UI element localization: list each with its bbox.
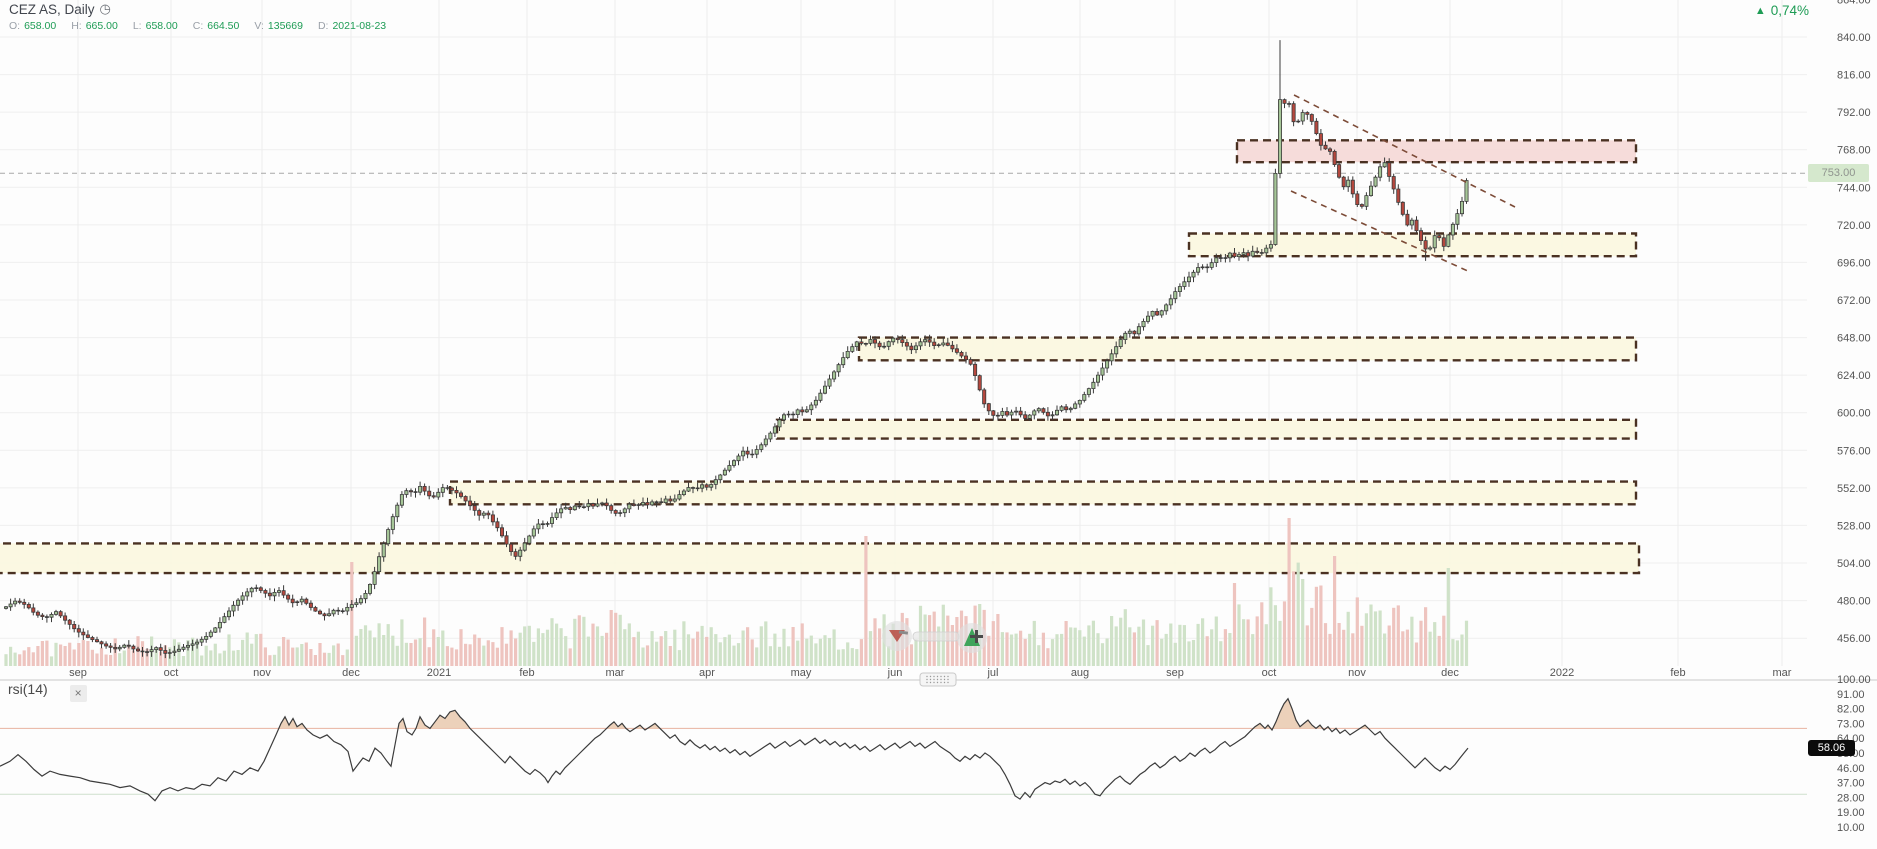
time-axis-scale[interactable]	[0, 666, 1807, 680]
time-tick-label: jul	[986, 667, 998, 679]
close-label: C:	[192, 20, 204, 32]
floating-marker-buttons[interactable]	[882, 621, 987, 653]
rsi-tick-label: 46.00	[1837, 763, 1865, 775]
supply-demand-zones[interactable]	[0, 139, 1641, 575]
price-tick-label: 456.00	[1837, 633, 1871, 645]
price-tick-label: 624.00	[1837, 370, 1871, 382]
rsi-tick-label: 100.00	[1837, 674, 1871, 686]
support-zone-552[interactable]	[448, 480, 1638, 506]
support-zone-700[interactable]	[1187, 232, 1638, 258]
last-price-label: 753.00	[1808, 164, 1869, 182]
time-tick-label: oct	[164, 667, 179, 679]
rsi-line	[0, 697, 1469, 802]
rsi-tick-label: 82.00	[1837, 704, 1865, 716]
rsi-tick-label: 91.00	[1837, 689, 1865, 701]
trendline[interactable]	[1290, 190, 1471, 273]
price-tick-label: 744.00	[1837, 182, 1871, 194]
price-tick-label: 480.00	[1837, 596, 1871, 608]
candlesticks	[4, 40, 1469, 659]
time-tick-label: oct	[1262, 667, 1277, 679]
ohlc-legend: O: 658.00 H: 665.00 L: 658.00 C: 664.50 V: 13…	[9, 20, 386, 32]
date-value: 2021-08-23	[332, 20, 387, 32]
volume-label: V:	[254, 20, 264, 32]
volume-bars	[4, 518, 1469, 666]
rsi-panel[interactable]: 100.0091.0082.0073.0064.0055.0046.0037.0…	[0, 674, 1871, 844]
high-label: H:	[71, 20, 82, 32]
change-percent: 0,74%	[1770, 3, 1809, 18]
price-tick-label: 696.00	[1837, 257, 1871, 269]
volume-value: 135669	[267, 20, 303, 32]
price-tick-label: 648.00	[1837, 333, 1871, 345]
price-tick-label: 816.00	[1837, 70, 1871, 82]
trendlines[interactable]	[1290, 94, 1516, 273]
resistance-zone[interactable]	[1235, 139, 1638, 164]
clock-icon[interactable]: ◷	[99, 1, 111, 16]
support-zone-504[interactable]	[0, 542, 1641, 575]
measure-pill-icon[interactable]	[912, 631, 960, 642]
symbol-header: CEZ AS, Daily ◷	[9, 1, 111, 17]
price-tick-label: 600.00	[1837, 408, 1871, 420]
time-tick-label: nov	[253, 667, 271, 679]
rsi-overbought-fill	[278, 698, 1369, 729]
time-tick-label: 2022	[1550, 667, 1574, 679]
time-tick-label: feb	[519, 667, 534, 679]
trendline[interactable]	[1293, 94, 1516, 208]
time-tick-label: aug	[1071, 667, 1089, 679]
time-tick-label: dec	[342, 667, 360, 679]
price-tick-label: 504.00	[1837, 558, 1871, 570]
price-tick-label: 792.00	[1837, 107, 1871, 119]
close-value: 664.50	[207, 20, 240, 32]
time-tick-label: sep	[69, 667, 87, 679]
open-label: O:	[9, 20, 21, 32]
price-tick-label: 768.00	[1837, 145, 1871, 157]
time-tick-label: jun	[887, 667, 903, 679]
time-tick-label: dec	[1441, 667, 1459, 679]
pane-drag-handle[interactable]	[919, 672, 957, 687]
price-tick-label: 672.00	[1837, 295, 1871, 307]
price-axis[interactable]: 864.00 840.00 816.00 792.00 768.00 744.00 720.…	[1807, 0, 1877, 680]
price-tick-label: 576.00	[1837, 445, 1871, 457]
price-tick-label: 720.00	[1837, 220, 1871, 232]
rsi-tick-label: 73.00	[1837, 718, 1865, 730]
price-tick-label: 864.00	[1837, 0, 1871, 6]
rsi-close-button[interactable]: ×	[69, 685, 87, 702]
rsi-value-label: 58.06	[1808, 740, 1855, 756]
open-value: 658.00	[24, 20, 57, 32]
rsi-tick-label: 28.00	[1837, 792, 1865, 804]
time-tick-label: apr	[699, 667, 715, 679]
rsi-tick-label: 19.00	[1837, 807, 1865, 819]
time-tick-label: mar	[606, 667, 625, 679]
up-triangle-icon: ▲	[1754, 4, 1766, 17]
time-tick-label: mar	[1773, 667, 1792, 679]
rsi-header: rsi(14) ×	[8, 681, 87, 702]
price-tick-label: 840.00	[1837, 32, 1871, 44]
time-tick-label: may	[791, 667, 812, 679]
price-tick-label: 528.00	[1837, 520, 1871, 532]
time-axis[interactable]: sep oct nov dec 2021 feb mar apr may jun jul aug sep…	[0, 666, 1807, 680]
high-value: 665.00	[85, 20, 118, 32]
support-zone-595[interactable]	[775, 418, 1638, 440]
rsi-indicator-label[interactable]: rsi(14)	[8, 681, 48, 697]
symbol-title[interactable]: CEZ AS, Daily	[9, 1, 95, 17]
plus-icon	[970, 630, 983, 643]
price-tick-label: 552.00	[1837, 483, 1871, 495]
time-tick-label: sep	[1166, 667, 1184, 679]
rsi-tick-label: 10.00	[1837, 822, 1865, 834]
change-badge: ▲ 0,74%	[1755, 3, 1809, 18]
pencil-icon	[898, 630, 909, 635]
rsi-tick-label: 37.00	[1837, 778, 1865, 790]
low-value: 658.00	[145, 20, 178, 32]
time-tick-label: feb	[1670, 667, 1685, 679]
low-label: L:	[132, 20, 142, 32]
date-label: D:	[317, 20, 329, 32]
time-tick-label: nov	[1348, 667, 1366, 679]
time-tick-label: 2021	[427, 667, 451, 679]
support-zone-648[interactable]	[857, 336, 1638, 362]
